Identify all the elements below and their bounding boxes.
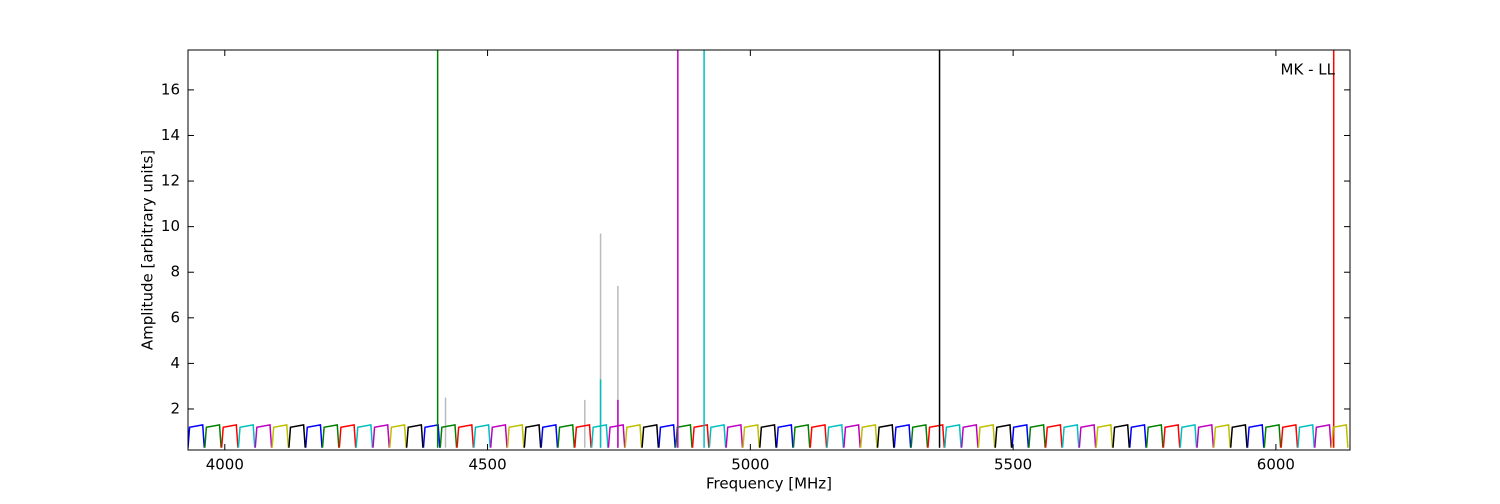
x-tick-label: 5000: [731, 456, 769, 474]
series-line: [204, 50, 1282, 448]
series-line: [254, 50, 1332, 448]
y-axis-label: Amplitude [arbitrary units]: [139, 150, 157, 350]
series-line: [288, 50, 1248, 448]
y-tick-label: 14: [161, 126, 180, 144]
y-tick-label: 2: [170, 399, 180, 417]
series-line: [271, 424, 1349, 448]
series-line: [444, 233, 619, 448]
x-tick-label: 4000: [206, 456, 244, 474]
series-line: [220, 50, 1335, 448]
y-tick-label: 8: [170, 263, 180, 281]
axes-frame: [187, 49, 1351, 451]
series-line: [188, 424, 1265, 448]
y-tick-label: 16: [161, 80, 180, 98]
x-axis-label: Frequency [MHz]: [706, 475, 832, 493]
annotation: MK - LL: [1281, 61, 1336, 79]
series-line: [237, 50, 1316, 448]
y-tick-label: 12: [161, 172, 180, 190]
plot-area: [188, 50, 1349, 448]
x-tick-label: 5500: [994, 456, 1032, 474]
x-tick-label: 6000: [1257, 456, 1295, 474]
x-tick-label: 4500: [468, 456, 506, 474]
y-tick-label: 4: [170, 354, 180, 372]
y-tick-label: 10: [161, 217, 180, 235]
y-tick-label: 6: [170, 308, 180, 326]
